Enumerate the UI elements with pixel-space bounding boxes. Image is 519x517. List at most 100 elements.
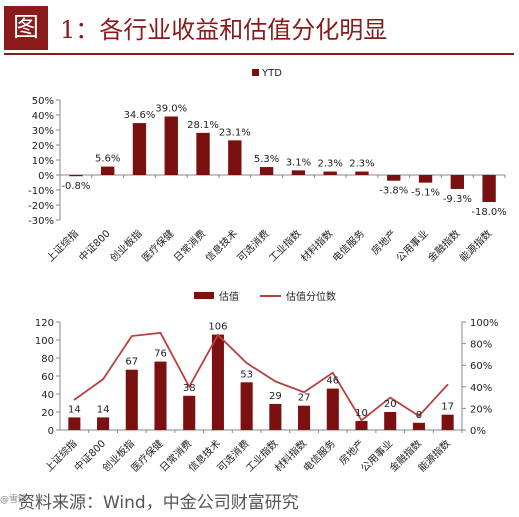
- x-tick-label: 电信服务: [300, 437, 337, 474]
- x-tick-label: 中证800: [76, 227, 113, 264]
- y-tick-label-left: 60: [41, 372, 54, 383]
- point-percentile: [389, 396, 392, 399]
- point-percentile: [245, 362, 248, 364]
- y-tick-label-left: 80: [41, 354, 54, 365]
- legend-label-ytd: YTD: [261, 68, 282, 79]
- y-tick-label: 10%: [32, 156, 54, 167]
- x-tick-label: 医疗保健: [139, 227, 176, 264]
- data-label-valuation: 10: [355, 408, 368, 419]
- y-tick-label: -30%: [28, 216, 54, 227]
- data-label-valuation: 46: [326, 376, 339, 387]
- bar-valuation: [154, 361, 167, 430]
- bar-ytd: [101, 166, 115, 175]
- bar-ytd: [418, 175, 433, 183]
- point-percentile: [274, 380, 277, 383]
- data-label-valuation: 67: [125, 357, 138, 368]
- point-percentile: [73, 398, 76, 401]
- data-label-valuation: 76: [154, 349, 167, 360]
- bar-valuation: [298, 405, 311, 430]
- point-percentile: [159, 332, 162, 334]
- figure-title: 1：各行业收益和估值分化明显: [60, 16, 388, 44]
- bar-ytd: [291, 170, 306, 175]
- bar-valuation: [240, 382, 253, 430]
- x-tick-label: 电信服务: [330, 227, 367, 264]
- bar-valuation: [355, 421, 368, 430]
- data-label-ytd: 5.6%: [95, 154, 120, 165]
- y-tick-label: 30%: [32, 126, 54, 137]
- y-tick-label: 40%: [32, 111, 54, 122]
- point-percentile: [102, 378, 104, 381]
- bar-ytd: [196, 132, 210, 175]
- x-tick-label: 上证综指: [42, 437, 79, 474]
- data-label-valuation: 14: [68, 404, 81, 415]
- x-tick-label: 金融指数: [425, 227, 462, 264]
- source-note: 资料来源：Wind，中金公司财富研究: [18, 493, 299, 513]
- x-tick-label: 上证综指: [44, 227, 81, 264]
- point-percentile: [446, 383, 449, 386]
- bar-ytd: [323, 171, 337, 175]
- y-tick-label-right: 0%: [470, 426, 486, 437]
- y-tick-label-left: 100: [35, 336, 54, 347]
- x-tick-label: 公用事业: [393, 227, 430, 264]
- bar-valuation: [211, 334, 224, 430]
- x-tick-label: 材料指数: [298, 227, 335, 264]
- data-label-ytd: -3.8%: [379, 186, 408, 197]
- data-label-ytd: 5.3%: [254, 154, 279, 165]
- bar-valuation: [441, 414, 454, 430]
- data-label-ytd: -18.0%: [471, 207, 506, 218]
- bar-ytd: [164, 116, 178, 175]
- y-tick-label-left: 120: [35, 318, 54, 329]
- x-tick-label: 工业指数: [266, 227, 303, 264]
- point-percentile: [217, 334, 219, 336]
- y-tick-label-right: 60%: [470, 361, 492, 372]
- data-label-valuation: 20: [384, 399, 397, 410]
- bar-valuation: [125, 369, 138, 430]
- x-tick-label: 创业板指: [107, 227, 144, 264]
- bar-ytd: [482, 175, 496, 202]
- data-label-valuation: 53: [240, 369, 253, 380]
- point-percentile: [331, 371, 334, 374]
- y-tick-label: -20%: [28, 201, 54, 212]
- data-label-ytd: 2.3%: [349, 159, 374, 170]
- y-tick-label-right: 20%: [470, 404, 492, 415]
- data-label-valuation: 14: [97, 404, 110, 415]
- line-percentile: [73, 331, 449, 422]
- bar-valuation: [183, 395, 196, 430]
- data-label-ytd: 34.6%: [124, 110, 156, 121]
- legend-swatch-ytd: [252, 69, 259, 76]
- x-tick-label: 可选消费: [234, 227, 271, 264]
- ytd-return-chart: YTD 50% 40% 30% 20% 10% 0% -10% -20% -30% -0.8% 上证综…: [28, 68, 507, 264]
- point-percentile: [360, 419, 363, 422]
- bar-valuation: [412, 422, 425, 430]
- x-tick-label: 信息技术: [202, 227, 239, 264]
- bar-valuation: [68, 417, 81, 430]
- watermark: @雪球: [0, 495, 28, 505]
- y-tick-label-left: 20: [41, 408, 54, 419]
- data-label-ytd: 3.1%: [286, 157, 311, 168]
- data-label-ytd: 28.1%: [187, 120, 219, 131]
- data-label-ytd: 39.0%: [155, 104, 187, 115]
- data-label-valuation: 8: [416, 410, 422, 421]
- bar-ytd: [450, 175, 464, 189]
- y-tick-label-right: 40%: [470, 383, 492, 394]
- data-label-valuation: 106: [208, 322, 227, 333]
- data-label-valuation: 38: [183, 383, 196, 394]
- legend-label-percentile: 估值分位数: [286, 290, 336, 303]
- x-tick-label: 日常消费: [171, 227, 208, 264]
- y-tick-label: 20%: [32, 141, 54, 152]
- bar-ytd: [228, 140, 242, 175]
- y-tick-label: -10%: [28, 186, 54, 197]
- legend-label-valuation: 估值: [219, 290, 239, 303]
- y-tick-label-left: 0: [48, 426, 54, 437]
- x-tick-label: 房地产: [368, 227, 398, 257]
- data-label-valuation: 29: [269, 391, 282, 402]
- bar-valuation: [97, 417, 110, 430]
- legend-swatch-valuation: [194, 292, 214, 299]
- data-label-ytd: -9.3%: [443, 194, 472, 205]
- bar-ytd: [387, 175, 401, 181]
- bar-valuation: [269, 403, 282, 430]
- data-label-valuation: 17: [441, 402, 454, 413]
- point-percentile: [188, 386, 191, 388]
- figure-header: 图 1：各行业收益和估值分化明显: [0, 0, 519, 58]
- figure-label: 图: [4, 6, 48, 50]
